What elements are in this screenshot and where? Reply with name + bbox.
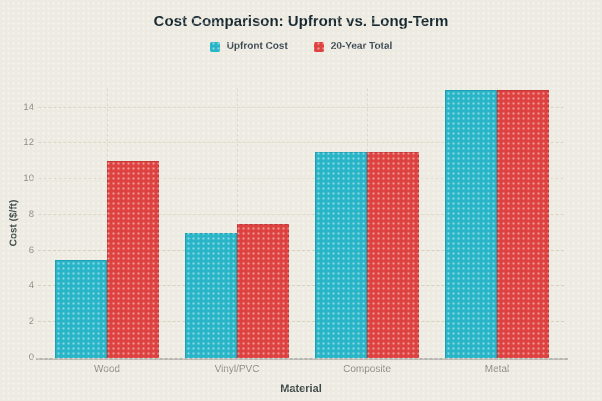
y-tick-label: 0 <box>28 352 34 363</box>
legend: Upfront Cost 20-Year Total <box>0 41 602 52</box>
x-tick-label: Metal <box>484 364 510 375</box>
bar-upfront-cost-composite <box>315 152 367 358</box>
gridline-vertical <box>237 88 238 358</box>
bar-20-year-total-wood <box>107 161 159 358</box>
bar-upfront-cost-vinyl-pvc <box>185 232 237 358</box>
y-tick-label: 8 <box>28 208 34 220</box>
legend-swatch-icon <box>313 41 324 52</box>
bar-20-year-total-metal <box>497 89 549 358</box>
y-tick-label: 6 <box>28 244 34 256</box>
gridline-horizontal <box>38 285 564 287</box>
y-tick-label: 12 <box>23 137 34 149</box>
legend-item-upfront-cost[interactable]: Upfront Cost <box>209 41 288 52</box>
bar-upfront-cost-wood <box>55 259 107 358</box>
y-tick-label: 4 <box>28 280 34 292</box>
x-tick-label: Composite <box>343 364 391 375</box>
gridline-horizontal <box>38 106 564 108</box>
y-axis-ticks: 0 2 4 6 8 10 12 14 <box>0 88 34 363</box>
x-axis-title: Material <box>280 383 322 395</box>
gridline-horizontal <box>38 249 564 251</box>
legend-label: 20-Year Total <box>330 41 393 52</box>
legend-label: Upfront Cost <box>226 41 288 52</box>
bar-upfront-cost-metal <box>445 89 497 358</box>
y-tick-label: 2 <box>28 316 34 328</box>
legend-swatch-icon <box>209 41 220 52</box>
gridline-horizontal <box>38 213 564 215</box>
gridline-horizontal <box>38 142 564 144</box>
chart-title: Cost Comparison: Upfront vs. Long-Term <box>153 13 449 30</box>
x-axis-ticks: Wood Vinyl/PVC Composite Metal <box>42 364 562 378</box>
bar-20-year-total-vinyl-pvc <box>237 223 289 358</box>
x-tick-label: Wood <box>94 364 120 375</box>
x-axis-line <box>36 358 568 360</box>
bar-20-year-total-composite <box>367 152 419 358</box>
x-tick-label: Vinyl/PVC <box>214 364 260 375</box>
y-tick-label: 14 <box>23 101 34 113</box>
gridline-horizontal <box>38 178 564 180</box>
legend-item-20-year-total[interactable]: 20-Year Total <box>313 41 393 52</box>
plot-area <box>36 88 568 360</box>
gridline-horizontal <box>38 321 564 323</box>
y-tick-label: 10 <box>23 173 34 185</box>
